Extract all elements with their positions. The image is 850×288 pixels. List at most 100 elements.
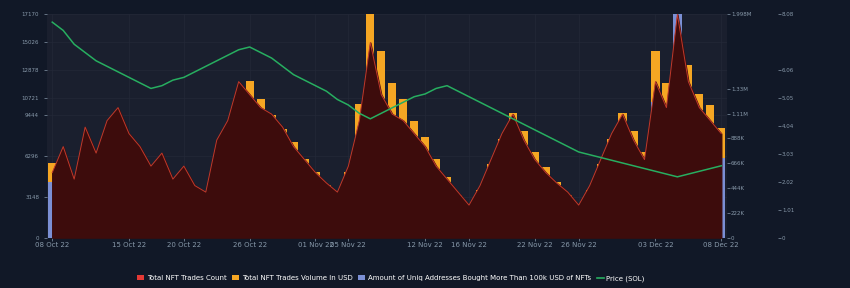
Bar: [311, 187, 320, 238]
Bar: [190, 206, 199, 238]
Bar: [695, 94, 704, 134]
Bar: [541, 182, 550, 238]
Bar: [136, 163, 144, 180]
Bar: [224, 171, 232, 238]
Bar: [257, 99, 264, 134]
Bar: [333, 206, 342, 238]
Bar: [212, 161, 221, 180]
Bar: [400, 134, 407, 238]
Bar: [651, 102, 660, 238]
Bar: [706, 142, 714, 238]
Bar: [530, 171, 539, 238]
Bar: [388, 123, 396, 238]
Bar: [421, 161, 429, 238]
Bar: [586, 199, 594, 238]
Bar: [333, 198, 342, 206]
Bar: [114, 142, 122, 166]
Bar: [684, 65, 693, 113]
Legend: Total NFT Trades Count, Total NFT Trades Volume In USD, Amount of Uniq Addresses: Total NFT Trades Count, Total NFT Trades…: [134, 272, 648, 285]
Bar: [552, 182, 561, 193]
Bar: [92, 183, 100, 196]
Bar: [190, 196, 199, 206]
Bar: [147, 179, 155, 193]
Bar: [695, 134, 704, 238]
Bar: [48, 182, 56, 238]
Bar: [81, 175, 89, 190]
Bar: [246, 123, 254, 238]
Bar: [454, 202, 462, 238]
Bar: [564, 202, 572, 238]
Bar: [268, 145, 275, 238]
Bar: [60, 191, 67, 202]
Bar: [410, 150, 418, 238]
Bar: [70, 214, 78, 219]
Bar: [465, 212, 473, 238]
Bar: [344, 172, 353, 187]
Bar: [125, 155, 133, 174]
Bar: [257, 134, 264, 238]
Bar: [388, 83, 396, 123]
Bar: [377, 51, 385, 102]
Bar: [575, 206, 583, 212]
Bar: [432, 177, 440, 238]
Bar: [300, 160, 309, 177]
Bar: [519, 131, 528, 155]
Bar: [651, 51, 660, 102]
Bar: [629, 131, 638, 155]
Bar: [48, 163, 56, 182]
Bar: [400, 99, 407, 134]
Bar: [169, 202, 177, 238]
Bar: [246, 82, 254, 123]
Bar: [552, 193, 561, 238]
Bar: [147, 193, 155, 238]
Bar: [103, 175, 111, 190]
Bar: [169, 191, 177, 202]
Bar: [201, 211, 210, 238]
Bar: [224, 148, 232, 171]
Bar: [410, 121, 418, 150]
Bar: [597, 164, 604, 180]
Bar: [662, 123, 671, 238]
Bar: [509, 142, 517, 238]
Bar: [92, 196, 100, 238]
Bar: [158, 171, 166, 187]
Bar: [454, 195, 462, 202]
Bar: [487, 164, 495, 180]
Bar: [586, 190, 594, 199]
Bar: [268, 115, 275, 145]
Bar: [355, 139, 364, 238]
Bar: [619, 142, 626, 238]
Bar: [619, 113, 626, 142]
Bar: [673, 14, 682, 238]
Bar: [717, 128, 725, 158]
Bar: [81, 190, 89, 238]
Bar: [158, 187, 166, 238]
Bar: [179, 182, 188, 196]
Bar: [114, 166, 122, 238]
Bar: [640, 171, 649, 238]
Bar: [344, 187, 353, 238]
Bar: [717, 158, 725, 238]
Bar: [476, 190, 484, 199]
Bar: [322, 196, 331, 238]
Bar: [103, 190, 111, 238]
Bar: [541, 167, 550, 182]
Bar: [608, 139, 615, 161]
Bar: [443, 177, 451, 190]
Bar: [673, 0, 682, 14]
Bar: [530, 151, 539, 171]
Bar: [487, 180, 495, 238]
Bar: [322, 185, 331, 196]
Bar: [519, 155, 528, 238]
Bar: [279, 129, 286, 155]
Bar: [289, 164, 297, 238]
Bar: [377, 102, 385, 238]
Bar: [136, 180, 144, 238]
Bar: [421, 137, 429, 161]
Bar: [366, 70, 374, 238]
Bar: [366, 6, 374, 70]
Bar: [355, 104, 364, 139]
Bar: [706, 105, 714, 142]
Bar: [212, 180, 221, 238]
Bar: [476, 199, 484, 238]
